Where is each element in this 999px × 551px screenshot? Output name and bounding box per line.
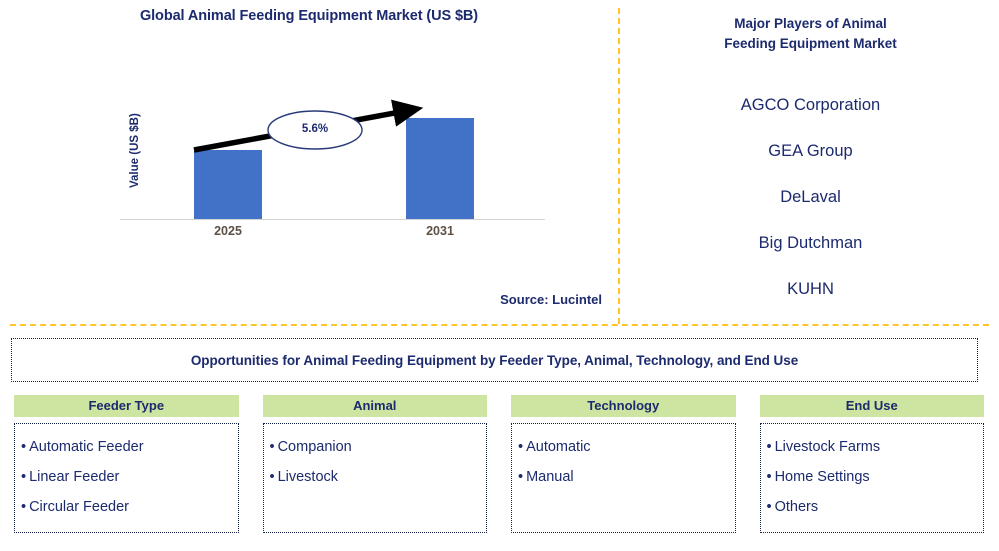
chart-title: Global Animal Feeding Equipment Market (… [139, 8, 479, 24]
list-item: • Linear Feeder [21, 462, 238, 492]
segment-list-feeder-type: • Automatic Feeder • Linear Feeder • Circul… [21, 432, 238, 522]
major-players-title-line1: Major Players of Animal [734, 16, 887, 31]
list-item: • Livestock Farms [767, 432, 984, 462]
list-item: GEA Group [768, 142, 853, 160]
segment-list-animal: • Companion • Livestock [270, 432, 487, 492]
bullet-icon: • [21, 439, 27, 455]
bar-2025 [194, 150, 262, 219]
list-item-label: Others [774, 499, 819, 515]
list-item-label: Manual [526, 469, 574, 485]
list-item-label: Home Settings [774, 469, 870, 485]
major-players-list: AGCO Corporation GEA Group DeLaval Big D… [622, 82, 999, 312]
source-note: Source: Lucintel [500, 292, 602, 307]
bar-chart-plot-area: Value (US $B) 2025 2031 5.6% [0, 0, 618, 260]
list-item: Big Dutchman [758, 234, 863, 252]
segment-column-feeder-type: Feeder Type • Automatic Feeder • Linear Fe… [14, 395, 239, 533]
list-item-label: Linear Feeder [29, 469, 120, 485]
segment-list-end-use: • Livestock Farms • Home Settings • Others [767, 432, 984, 522]
y-axis-label: Value (US $B) [129, 113, 141, 189]
x-tick-label-2025: 2025 [214, 224, 242, 238]
list-item-label: Automatic Feeder [29, 439, 144, 455]
top-section: Global Animal Feeding Equipment Market (… [0, 0, 999, 327]
segment-list-technology: • Automatic • Manual [518, 432, 735, 492]
list-item-label: Automatic [526, 439, 591, 455]
list-item-label: Companion [277, 439, 352, 455]
list-item-label: Livestock Farms [774, 439, 881, 455]
list-item: • Home Settings [767, 462, 984, 492]
bullet-icon: • [269, 439, 275, 455]
opportunities-section: Opportunities for Animal Feeding Equipme… [0, 336, 999, 551]
list-item-label: Circular Feeder [29, 499, 129, 515]
list-item: • Automatic [518, 432, 735, 462]
major-players-title: Major Players of Animal Feeding Equipmen… [622, 14, 999, 54]
major-players-title-line2: Feeding Equipment Market [724, 36, 897, 51]
list-item-label: Livestock [277, 469, 339, 485]
segment-header-feeder-type: Feeder Type [14, 395, 239, 417]
bullet-icon: • [269, 469, 275, 485]
bullet-icon: • [21, 469, 27, 485]
segment-body-animal: • Companion • Livestock [262, 423, 487, 533]
major-players-panel: Major Players of Animal Feeding Equipmen… [622, 0, 999, 327]
vertical-divider [618, 8, 620, 324]
opportunities-banner: Opportunities for Animal Feeding Equipme… [11, 338, 978, 382]
bullet-icon: • [766, 499, 772, 515]
list-item: • Circular Feeder [21, 492, 238, 522]
segment-body-feeder-type: • Automatic Feeder • Linear Feeder • Circul… [14, 423, 239, 533]
segment-column-animal: Animal • Companion • Livestock [262, 395, 487, 533]
segment-column-technology: Technology • Automatic • Manual [511, 395, 736, 533]
bullet-icon: • [518, 439, 524, 455]
bullet-icon: • [766, 469, 772, 485]
list-item: AGCO Corporation [740, 96, 881, 114]
segment-header-animal: Animal [262, 395, 487, 417]
list-item: • Manual [518, 462, 735, 492]
market-chart-panel: Global Animal Feeding Equipment Market (… [0, 0, 618, 327]
segment-header-end-use: End Use [759, 395, 984, 417]
bullet-icon: • [21, 499, 27, 515]
segment-body-end-use: • Livestock Farms • Home Settings • Others [759, 423, 984, 533]
bullet-icon: • [518, 469, 524, 485]
segment-body-technology: • Automatic • Manual [511, 423, 736, 533]
bullet-icon: • [766, 439, 772, 455]
x-tick-label-2031: 2031 [426, 224, 454, 238]
x-axis-line [120, 219, 545, 220]
list-item: KUHN [787, 280, 834, 298]
list-item: DeLaval [780, 188, 841, 206]
opportunities-banner-text: Opportunities for Animal Feeding Equipme… [190, 352, 799, 368]
bar-2031 [406, 118, 474, 219]
segment-column-end-use: End Use • Livestock Farms • Home Settings … [759, 395, 984, 533]
list-item: • Others [767, 492, 984, 522]
list-item: • Livestock [270, 462, 487, 492]
list-item: • Companion [270, 432, 487, 462]
list-item: • Automatic Feeder [21, 432, 238, 462]
segment-columns: Feeder Type • Automatic Feeder • Linear Fe… [14, 395, 984, 533]
cagr-growth-arrow-icon [193, 99, 424, 153]
segment-header-technology: Technology [511, 395, 736, 417]
horizontal-divider [10, 324, 989, 326]
cagr-value-label: 5.6% [301, 123, 329, 135]
